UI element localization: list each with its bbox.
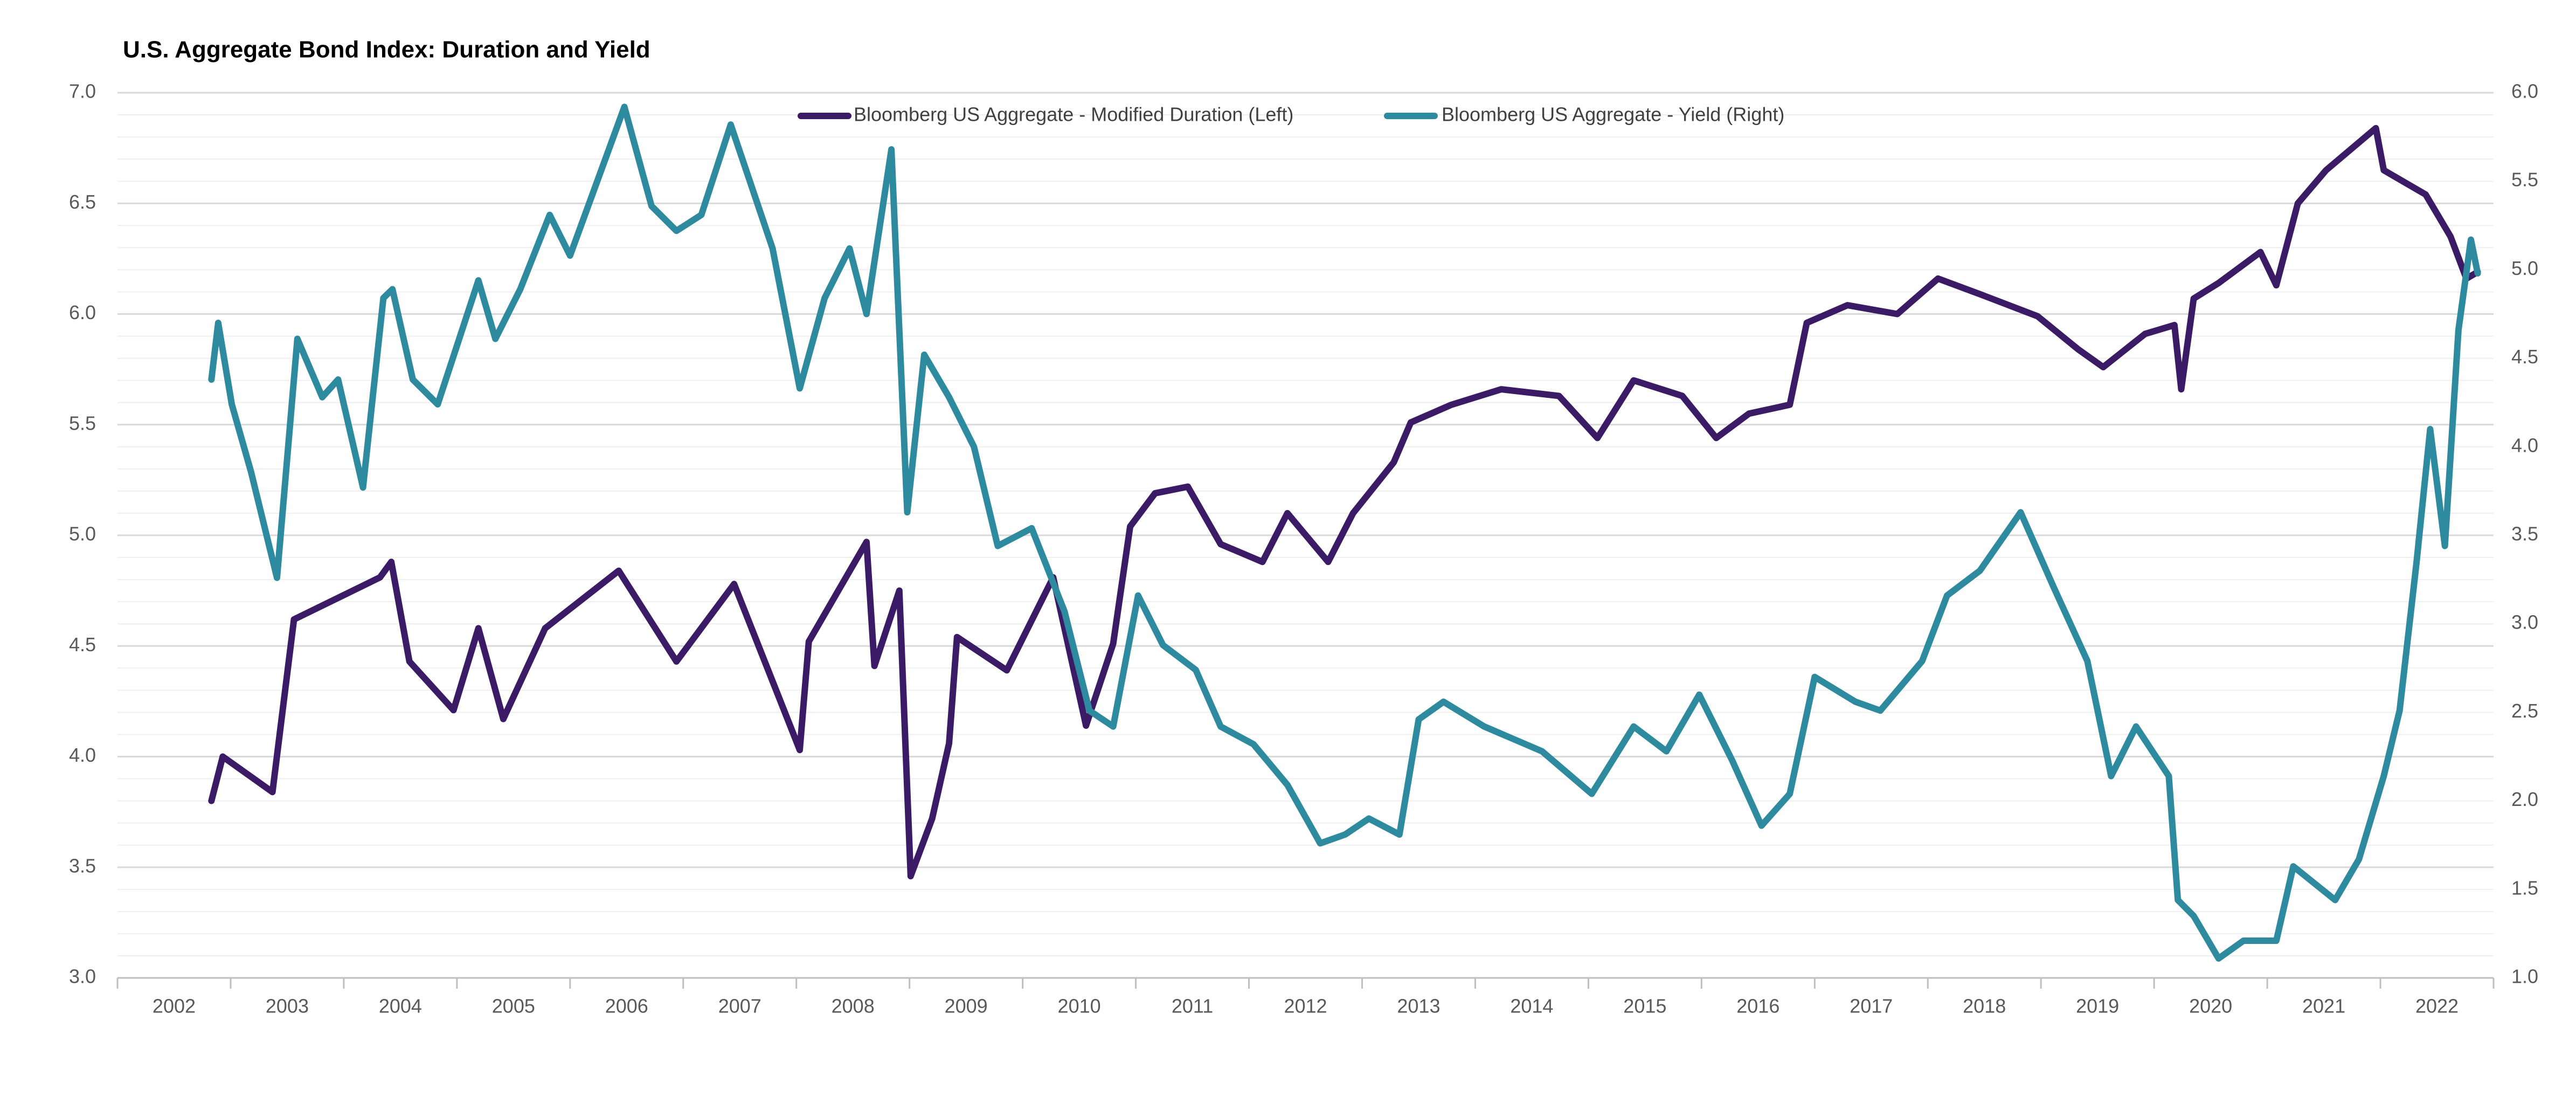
- series-line: [208, 104, 2481, 962]
- x-tick-label: 2002: [153, 995, 196, 1017]
- y2-tick-label: 4.5: [2511, 346, 2538, 368]
- x-tick-label: 2012: [1284, 995, 1327, 1017]
- x-tick-label: 2018: [1963, 995, 2006, 1017]
- x-tick-label: 2016: [1736, 995, 1779, 1017]
- x-tick-label: 2014: [1510, 995, 1553, 1017]
- y-tick-label: 6.0: [69, 301, 96, 323]
- x-tick-label: 2022: [2415, 995, 2459, 1017]
- y-tick-label: 3.5: [69, 854, 96, 877]
- x-tick-label: 2019: [2076, 995, 2119, 1017]
- y-tick-label: 4.5: [69, 633, 96, 656]
- x-tick-label: 2010: [1058, 995, 1101, 1017]
- x-tick-label: 2020: [2189, 995, 2232, 1017]
- y2-tick-label: 3.0: [2511, 611, 2538, 633]
- x-tick-label: 2013: [1397, 995, 1440, 1017]
- legend-label: Bloomberg US Aggregate - Yield (Right): [1442, 104, 1784, 126]
- y2-tick-label: 6.0: [2511, 80, 2538, 102]
- x-tick-label: 2015: [1623, 995, 1666, 1017]
- x-tick-label: 2017: [1850, 995, 1893, 1017]
- x-tick-label: 2004: [379, 995, 422, 1017]
- x-tick-label: 2011: [1172, 995, 1213, 1017]
- y2-tick-label: 5.0: [2511, 257, 2538, 279]
- x-tick-label: 2005: [492, 995, 535, 1017]
- y2-tick-label: 5.5: [2511, 169, 2538, 191]
- x-tick-label: 2008: [832, 995, 875, 1017]
- y2-tick-label: 1.0: [2511, 966, 2538, 988]
- y2-tick-label: 3.5: [2511, 523, 2538, 545]
- series-line: [208, 125, 2481, 880]
- x-tick-label: 2007: [718, 995, 761, 1017]
- y2-tick-label: 1.5: [2511, 877, 2538, 899]
- y-tick-label: 6.5: [69, 191, 96, 213]
- legend-label: Bloomberg US Aggregate - Modified Durati…: [854, 104, 1293, 126]
- y2-tick-label: 2.0: [2511, 788, 2538, 810]
- x-tick-label: 2021: [2302, 995, 2345, 1017]
- chart-title: U.S. Aggregate Bond Index: Duration and …: [123, 37, 650, 63]
- y2-tick-label: 2.5: [2511, 700, 2538, 722]
- y2-tick-label: 4.0: [2511, 434, 2538, 456]
- y-tick-label: 4.0: [69, 744, 96, 766]
- y-tick-label: 5.0: [69, 523, 96, 545]
- y-tick-label: 3.0: [69, 966, 96, 988]
- x-tick-label: 2003: [266, 995, 309, 1017]
- x-tick-label: 2006: [605, 995, 648, 1017]
- y-tick-label: 5.5: [69, 412, 96, 434]
- x-tick-label: 2009: [945, 995, 988, 1017]
- y-tick-label: 7.0: [69, 80, 96, 102]
